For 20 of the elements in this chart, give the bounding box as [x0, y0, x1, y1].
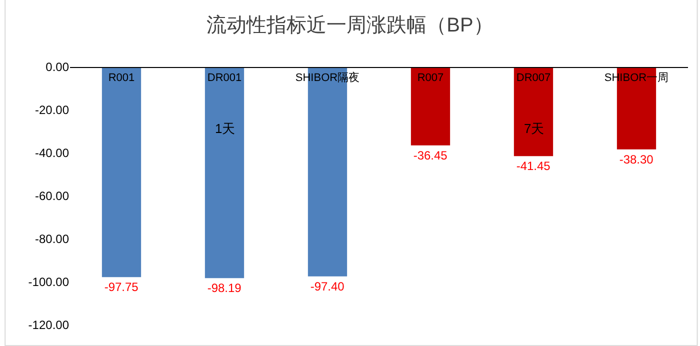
data-label: -36.45 — [413, 148, 448, 162]
chart-title: 流动性指标近一周涨跌幅（BP） — [206, 14, 494, 36]
x-tick-label: R007 — [417, 72, 444, 84]
y-tick-label: -80.00 — [34, 232, 70, 246]
data-label: -41.45 — [516, 159, 551, 174]
y-tick-label: -60.00 — [34, 189, 70, 204]
y-tick-label: -20.00 — [34, 103, 70, 118]
y-tick-label: -120.00 — [28, 318, 70, 332]
annotation: 7天 — [524, 121, 544, 136]
y-tick-label: -100.00 — [28, 275, 70, 290]
data-label: -98.19 — [207, 281, 242, 296]
x-tick-label: DR007 — [516, 72, 551, 84]
data-label: -97.75 — [104, 280, 139, 294]
data-label: -97.40 — [310, 279, 345, 294]
data-label: -38.30 — [619, 152, 654, 166]
annotation: 1天 — [215, 121, 236, 136]
x-tick-label: DR001 — [207, 72, 242, 84]
x-tick-label: R001 — [108, 72, 135, 84]
y-tick-label: 0.00 — [46, 60, 70, 74]
y-tick-label: -40.00 — [34, 146, 70, 160]
